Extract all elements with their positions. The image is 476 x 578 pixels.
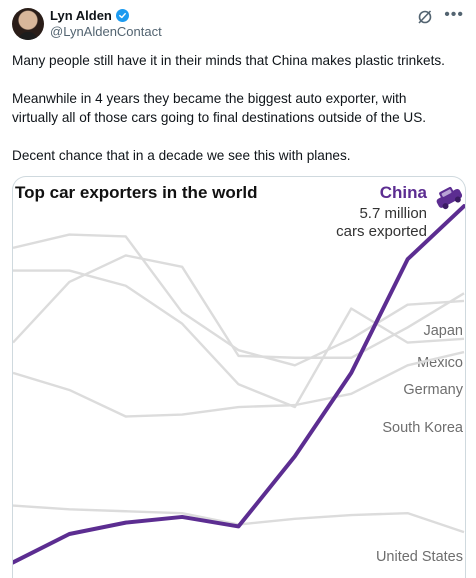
- verified-badge-icon: [115, 9, 129, 22]
- series-line-south-korea: [13, 350, 465, 418]
- tweet-header: Lyn Alden @LynAldenContact •••: [12, 6, 466, 46]
- series-line-mexico: [13, 254, 465, 359]
- author-name-row[interactable]: Lyn Alden: [50, 8, 129, 23]
- car-body: [436, 188, 463, 208]
- car-window: [441, 189, 452, 197]
- author-handle[interactable]: @LynAldenContact: [50, 24, 162, 39]
- chart-media[interactable]: Top car exporters in the world Japan Mexic…: [12, 176, 466, 578]
- tweet-paragraph: Meanwhile in 4 years they became the big…: [12, 89, 468, 127]
- car-wheel: [454, 196, 461, 203]
- tweet-paragraph: Many people still have it in their minds…: [12, 51, 468, 70]
- grok-icon[interactable]: [416, 8, 434, 26]
- series-label-japan: Japan: [423, 323, 463, 339]
- series-line-germany: [13, 269, 465, 409]
- chart-svg: Top car exporters in the world Japan Mexic…: [13, 183, 465, 565]
- tweet-line: Many people still have it in their minds…: [12, 53, 445, 68]
- tweet-line: Meanwhile in 4 years they became the big…: [12, 91, 407, 106]
- chart-title: Top car exporters in the world: [15, 183, 257, 202]
- tweet-paragraph: Decent chance that in a decade we see th…: [12, 146, 468, 165]
- tweet-line: virtually all of those cars going to fin…: [12, 110, 427, 125]
- series-label-china: China: [380, 183, 428, 202]
- chart-annotation-line: 5.7 million: [359, 205, 427, 222]
- series-line-japan: [13, 233, 465, 367]
- car-icon: [436, 187, 463, 210]
- avatar[interactable]: [12, 8, 44, 40]
- author-name[interactable]: Lyn Alden: [50, 8, 112, 23]
- series-line-china: [13, 204, 465, 565]
- series-label-united-states: United States: [376, 549, 463, 565]
- car-wheel: [442, 203, 449, 210]
- series-label-germany: Germany: [403, 382, 463, 398]
- series-label-mexico: Mexico: [417, 355, 463, 371]
- series-label-south-korea: South Korea: [382, 420, 464, 436]
- tweet-text: Many people still have it in their minds…: [12, 51, 468, 165]
- tweet-line: Decent chance that in a decade we see th…: [12, 148, 351, 163]
- chart-annotation-line: cars exported: [336, 223, 427, 240]
- more-icon[interactable]: •••: [444, 6, 464, 23]
